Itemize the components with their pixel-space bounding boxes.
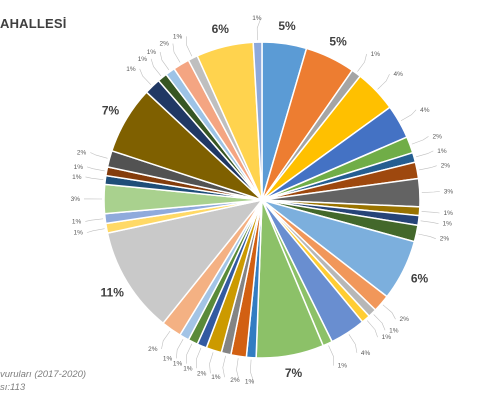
slice-label: 1% [437, 148, 447, 155]
leader-line [186, 36, 193, 57]
slice-label: 6% [212, 22, 230, 36]
slice-label: 1% [252, 15, 262, 22]
leader-line [85, 218, 104, 222]
leader-line [421, 211, 440, 214]
leader-line [209, 352, 214, 374]
leader-line [159, 51, 170, 71]
leader-line [85, 176, 104, 180]
pie-slice [252, 41, 263, 201]
slice-label: 1% [443, 221, 453, 228]
slice-label: 1% [74, 164, 84, 171]
slice-label: 2% [148, 346, 158, 353]
leader-line [176, 339, 184, 359]
slice-label: 1% [382, 334, 392, 341]
leader-line [139, 68, 152, 86]
leader-line [86, 228, 105, 233]
slice-label: 7% [285, 366, 303, 380]
leader-line [366, 320, 378, 338]
slice-label: 1% [173, 361, 183, 368]
slice-label: 1% [72, 174, 82, 181]
leader-line [416, 150, 434, 158]
slice-label: 2% [77, 150, 87, 157]
slice-label: 2% [197, 370, 207, 377]
leader-line [411, 136, 429, 145]
leader-line [161, 330, 171, 350]
leader-line [357, 53, 367, 72]
slice-label: 1% [245, 379, 255, 386]
slice-label: 2% [433, 133, 443, 140]
slice-label: 1% [163, 355, 173, 362]
leader-line [186, 343, 193, 364]
leader-line [421, 191, 440, 193]
slice-label: 2% [159, 41, 169, 48]
leader-line [86, 166, 105, 172]
slice-label: 4% [361, 350, 371, 357]
slice-label: 3% [444, 189, 454, 196]
slice-label: 1% [73, 230, 83, 237]
slice-label: 1% [147, 49, 157, 56]
slice-label: 1% [211, 374, 221, 381]
sample-size-note: sı:113 [0, 382, 26, 393]
leader-line [400, 109, 417, 121]
leader-line [196, 347, 202, 369]
leader-line [418, 233, 436, 239]
slice-label: 1% [173, 33, 183, 40]
slice-label: 2% [230, 377, 240, 384]
leader-line [90, 152, 108, 159]
source-note: vuruları (2017-2020) [0, 369, 87, 380]
leader-line [420, 220, 439, 224]
slice-label: 1% [183, 365, 193, 372]
slice-label: 1% [126, 66, 136, 73]
slice-label: 1% [389, 327, 399, 334]
leader-line [328, 345, 334, 366]
slice-label: 5% [278, 19, 296, 33]
slice-label: 4% [420, 107, 430, 114]
slice-label: 1% [338, 363, 348, 370]
leader-line [382, 304, 396, 320]
leader-line [236, 358, 240, 381]
slice-label: 1% [444, 210, 454, 217]
slice-label: 11% [101, 285, 125, 299]
chart-title: AHALLESİ [0, 16, 67, 31]
slice-label: 2% [441, 163, 451, 170]
slice-label: 3% [71, 196, 81, 203]
slice-label: 5% [329, 34, 347, 48]
leader-line [348, 334, 358, 353]
slice-label: 4% [394, 71, 404, 78]
leader-line [249, 359, 254, 382]
leader-line [150, 58, 162, 77]
leader-line [256, 17, 262, 41]
slice-label: 1% [371, 51, 381, 58]
leader-line [172, 43, 181, 63]
slice-label: 6% [411, 272, 429, 286]
leader-line [222, 355, 226, 378]
leader-line [373, 314, 386, 331]
slice-label: 1% [138, 56, 148, 63]
leader-line [377, 73, 390, 90]
slice-label: 2% [400, 316, 410, 323]
slice-label: 7% [102, 103, 120, 117]
slice-label: 1% [72, 218, 82, 225]
leader-line [419, 165, 437, 171]
slice-label: 2% [440, 236, 450, 243]
pie-slice [106, 198, 264, 325]
